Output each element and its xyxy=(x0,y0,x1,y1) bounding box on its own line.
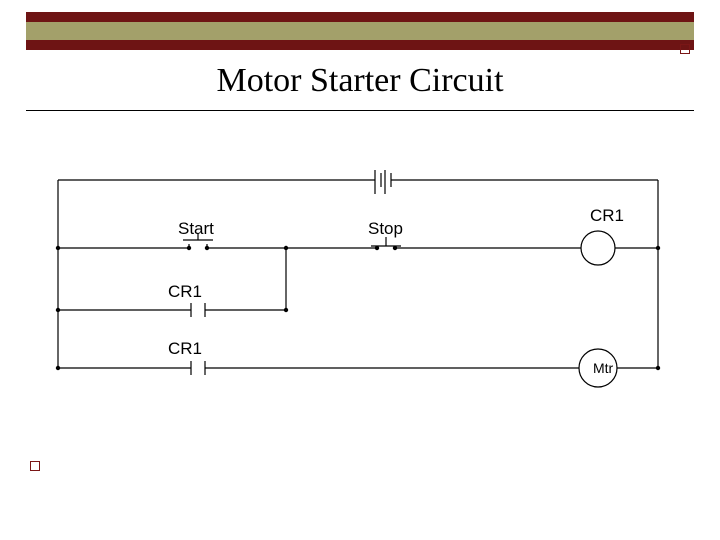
label-cr1-coil: CR1 xyxy=(590,206,624,226)
circuit-svg xyxy=(38,170,678,440)
title-row: Motor Starter Circuit xyxy=(26,62,694,100)
label-motor: Mtr xyxy=(593,360,613,376)
header-bar-maroon-top xyxy=(26,12,694,22)
label-start: Start xyxy=(178,219,214,239)
circuit-diagram: Start Stop CR1 CR1 CR1 Mtr xyxy=(38,170,678,440)
bullet-decor-top xyxy=(680,44,690,54)
page-title: Motor Starter Circuit xyxy=(26,62,694,100)
header-bar-olive xyxy=(26,22,694,40)
title-underline xyxy=(26,110,694,111)
header-bar-maroon-bottom xyxy=(26,40,694,50)
header-decor xyxy=(26,12,694,50)
label-cr1-contact-b: CR1 xyxy=(168,339,202,359)
bullet-decor-left xyxy=(30,461,40,471)
label-stop: Stop xyxy=(368,219,403,239)
label-cr1-contact-a: CR1 xyxy=(168,282,202,302)
